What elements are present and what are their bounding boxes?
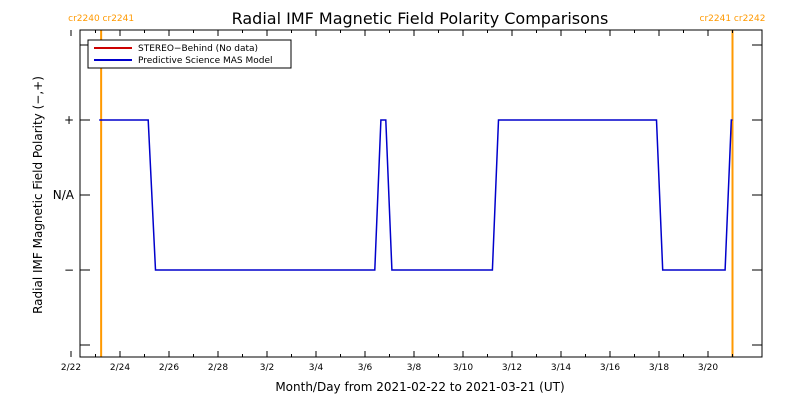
series-line-mas-model — [99, 119, 733, 271]
x-tick-label: 3/18 — [649, 363, 669, 373]
cr-marker-label: cr2241 cr2242 — [700, 14, 766, 24]
x-tick-label: 3/8 — [407, 363, 422, 373]
chart-title: Radial IMF Magnetic Field Polarity Compa… — [232, 9, 609, 28]
x-tick-label: 3/14 — [551, 363, 571, 373]
y-axis-label: Radial IMF Magnetic Field Polarity (−,+) — [31, 76, 45, 314]
x-tick-label: 2/26 — [159, 363, 179, 373]
legend-box — [87, 39, 292, 69]
x-tick-label: 2/28 — [208, 363, 228, 373]
x-tick-label: 3/12 — [502, 363, 522, 373]
carrington-markers: cr2240 cr2241 cr2241 cr2242 — [68, 14, 765, 357]
series-layer — [99, 119, 733, 271]
y-tick-label: + — [64, 113, 74, 127]
x-tick-label: 3/20 — [698, 363, 718, 373]
x-tick-label: 3/2 — [260, 363, 274, 373]
legend-label-stereo: STEREO−Behind (No data) — [138, 44, 258, 54]
x-axis-ticks: 2/22 2/24 2/26 2/28 3/2 3/4 3/6 3/8 3/10 3/12 3/14… — [61, 30, 733, 373]
x-tick-label: 2/24 — [110, 363, 130, 373]
x-tick-label: 3/6 — [358, 363, 373, 373]
y-axis-ticks: + N/A − — [53, 44, 762, 346]
x-tick-label: 3/4 — [309, 363, 324, 373]
x-axis-label: Month/Day from 2021-02-22 to 2021-03-21 … — [275, 380, 564, 394]
plot-frame — [79, 29, 763, 358]
x-tick-label: 3/16 — [600, 363, 620, 373]
y-tick-label: − — [64, 263, 74, 277]
x-tick-label: 2/22 — [61, 363, 81, 373]
x-tick-label: 3/10 — [453, 363, 473, 373]
cr-marker-label: cr2240 cr2241 — [68, 14, 134, 24]
legend-label-mas-model: Predictive Science MAS Model — [138, 56, 273, 66]
y-tick-label: N/A — [53, 188, 75, 202]
legend: STEREO−Behind (No data) Predictive Scien… — [87, 39, 292, 69]
